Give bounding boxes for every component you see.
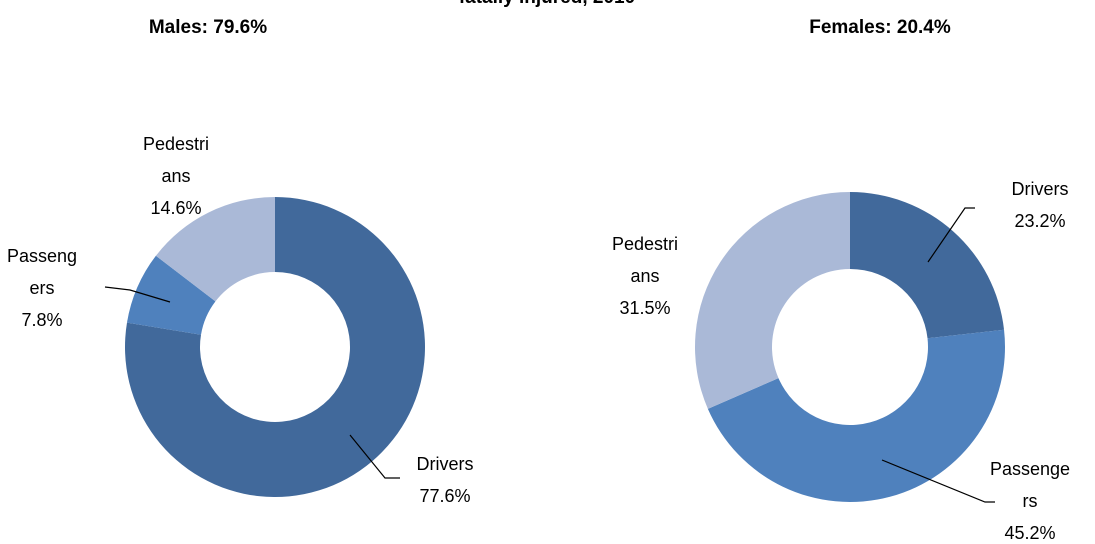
slice-value-label: 45.2% — [1004, 523, 1055, 543]
page-title: fatally injured, 2010 — [459, 0, 635, 8]
slice-value-label: 77.6% — [419, 486, 470, 506]
slice-value-label: 7.8% — [21, 310, 62, 330]
donut-slice — [125, 197, 425, 498]
slice-value-label: 31.5% — [619, 298, 670, 318]
slice-label: Pedestri ans — [143, 134, 209, 186]
chart-title: Males: 79.6% — [149, 17, 267, 38]
donut-slice — [707, 329, 1005, 503]
slice-label: Drivers — [417, 454, 474, 474]
slice-label: Drivers — [1012, 179, 1069, 199]
donut-slice — [850, 192, 1005, 339]
donut-slice — [155, 197, 275, 302]
leader-line — [349, 434, 400, 479]
leader-line — [927, 207, 975, 263]
chart-title: Females: 20.4% — [809, 17, 951, 38]
slice-label: Pedestri ans — [612, 234, 678, 286]
slice-value-label: 23.2% — [1014, 211, 1065, 231]
leader-line — [881, 459, 995, 503]
slice-value-label: 14.6% — [150, 198, 201, 218]
leader-line — [104, 286, 171, 303]
donut-slice — [126, 255, 216, 335]
donut-slice — [694, 192, 850, 409]
